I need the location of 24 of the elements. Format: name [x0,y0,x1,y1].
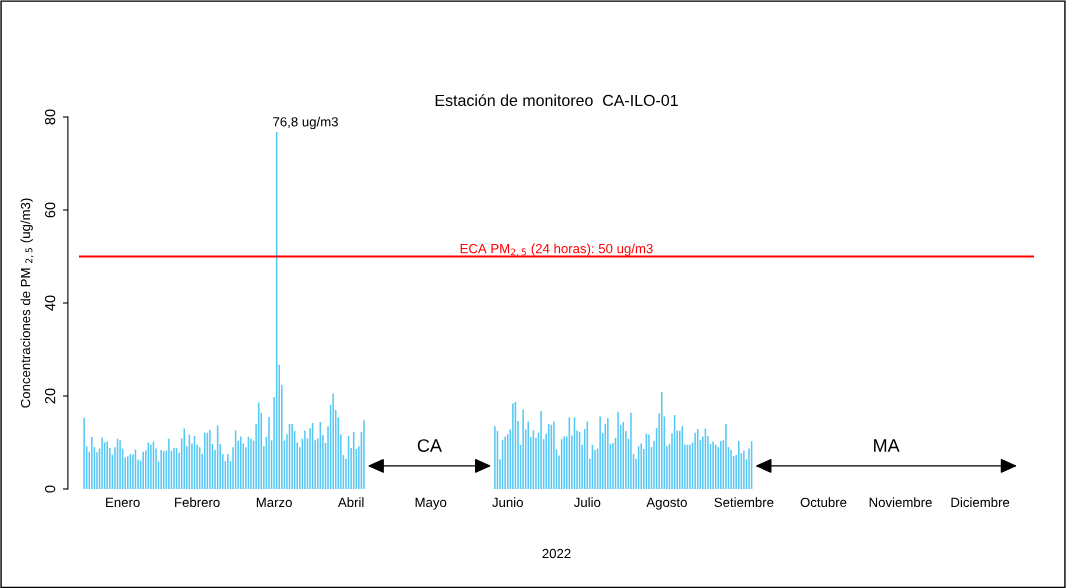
x-tick-label: Febrero [175,497,220,508]
x-tick-label: Abril [337,497,364,508]
x-tick-label: Mayo [415,497,447,510]
x-axis-title: 2022 [542,548,571,559]
x-tick-label: Octubre [800,497,847,508]
y-tick-label: 60 [44,202,56,218]
y-tick-label: 40 [44,295,56,311]
annotation: MA [874,439,900,452]
x-tick-label: Julio [573,497,601,508]
ref-line-label: ECA PM$_{2,5}$ (24 horas): 50 ug/m3 [460,243,653,257]
x-tick-label: Marzo [256,497,292,508]
x-tick-label: Setiembre [714,497,774,508]
y-tick-label: 0 [44,485,56,493]
y-axis-title: Concentraciones de PM $_{2,5}$ (ug/m3) [20,198,34,408]
annotation: 76,8 ug/m3 [273,116,338,130]
x-tick-label: Enero [106,497,140,508]
x-tick-label: Junio [492,497,523,508]
annotation: CA [417,439,442,452]
y-tick-label: 80 [44,109,56,125]
x-tick-label: Diciembre [951,497,1010,508]
x-tick-label: Noviembre [869,497,932,508]
y-tick-label: 20 [44,388,56,404]
chart-title: Estación de monitoreo CA-ILO-01 [435,94,678,107]
x-tick-label: Agosto [646,497,687,510]
